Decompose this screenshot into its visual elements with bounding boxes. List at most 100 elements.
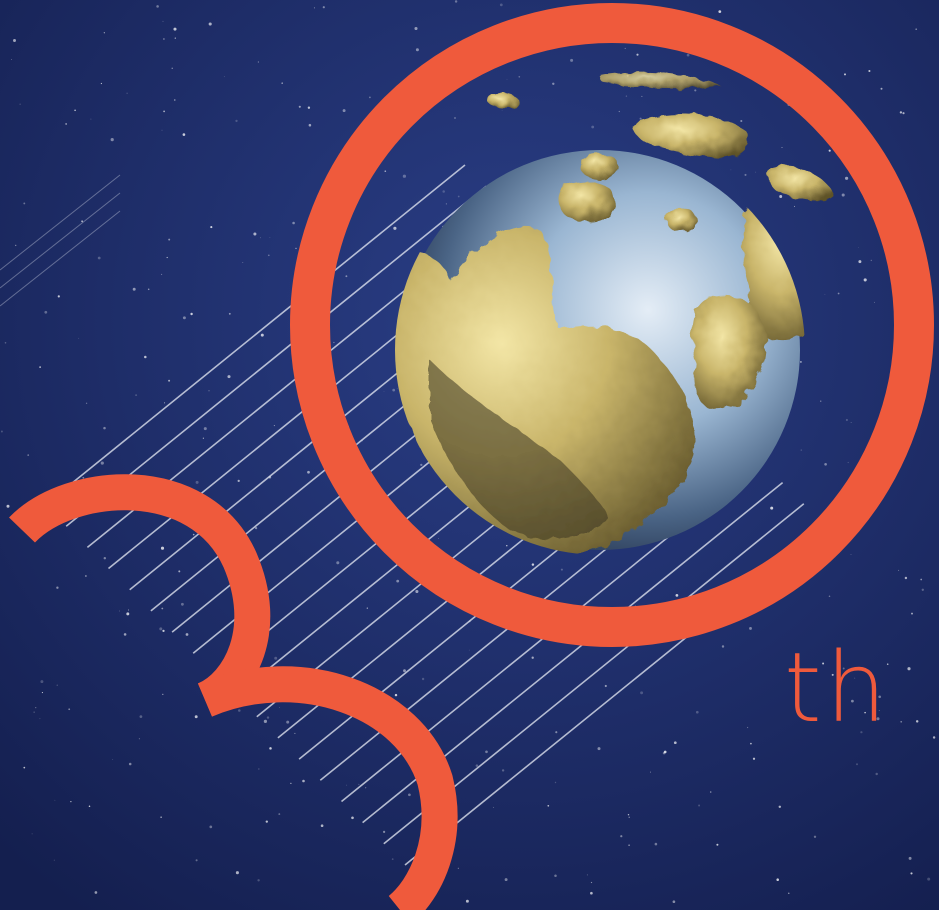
star [53, 859, 55, 861]
star [636, 53, 639, 56]
fragment-top-right [768, 166, 835, 201]
star [81, 220, 83, 223]
star [403, 669, 406, 673]
star [747, 726, 749, 729]
star [23, 202, 26, 205]
star [294, 732, 296, 734]
star [393, 226, 397, 230]
star [235, 871, 239, 875]
star [457, 867, 459, 869]
star [174, 99, 176, 101]
star [870, 259, 872, 262]
star [875, 772, 878, 776]
star [907, 667, 911, 671]
star [770, 506, 774, 510]
star [253, 232, 257, 236]
star [776, 878, 779, 881]
continent-shadow [430, 360, 610, 539]
star [639, 117, 642, 120]
star [292, 221, 295, 225]
star [590, 881, 593, 884]
star [663, 750, 667, 754]
star [415, 48, 419, 52]
star [333, 341, 335, 344]
star [166, 256, 168, 259]
star [138, 738, 140, 740]
star [415, 589, 419, 594]
star [468, 649, 470, 651]
star [721, 645, 725, 648]
star [641, 95, 643, 97]
star [281, 82, 283, 84]
star [860, 731, 863, 734]
star [78, 337, 80, 339]
star [54, 799, 56, 801]
star [313, 7, 315, 9]
star [178, 570, 181, 573]
star [878, 710, 880, 711]
star [778, 805, 782, 809]
star [554, 781, 557, 784]
star [874, 301, 875, 303]
star [298, 105, 301, 108]
star [384, 170, 387, 173]
star [709, 791, 712, 793]
star [156, 5, 159, 8]
star [65, 123, 67, 125]
faint-streak [0, 192, 121, 289]
faint-streak [0, 210, 121, 307]
star [70, 801, 72, 803]
star [366, 607, 368, 609]
star [160, 546, 165, 550]
star [597, 747, 601, 751]
star [307, 106, 311, 109]
star [851, 699, 854, 703]
star [168, 379, 171, 382]
star [876, 717, 880, 721]
star [837, 292, 840, 295]
star [4, 342, 7, 344]
stripe-line [65, 185, 487, 527]
star [103, 32, 105, 34]
star [788, 892, 790, 894]
star [57, 295, 60, 298]
star [813, 835, 817, 838]
star [620, 835, 623, 838]
star [39, 718, 41, 720]
star [627, 814, 630, 816]
star [273, 425, 275, 427]
star [591, 125, 595, 129]
star [625, 95, 628, 97]
star [878, 695, 882, 699]
star [570, 58, 574, 62]
star [195, 859, 198, 862]
star [492, 806, 495, 808]
star [278, 813, 281, 816]
star [755, 171, 757, 173]
star [144, 355, 147, 359]
star [695, 710, 699, 714]
star [135, 394, 138, 397]
star [103, 557, 107, 560]
star [162, 693, 164, 696]
star [730, 169, 732, 171]
star [454, 0, 458, 3]
star [110, 138, 114, 142]
star [438, 538, 439, 539]
star [173, 27, 177, 31]
star [163, 38, 165, 40]
star [828, 595, 831, 597]
star [41, 692, 43, 694]
star [128, 609, 130, 611]
star [504, 878, 508, 882]
star [345, 275, 348, 278]
star [858, 247, 859, 248]
star [604, 684, 607, 688]
island-north [557, 181, 616, 222]
star [346, 784, 348, 786]
star [465, 899, 469, 903]
star [190, 312, 193, 316]
star [14, 244, 17, 247]
star [31, 833, 33, 835]
star [485, 750, 488, 754]
